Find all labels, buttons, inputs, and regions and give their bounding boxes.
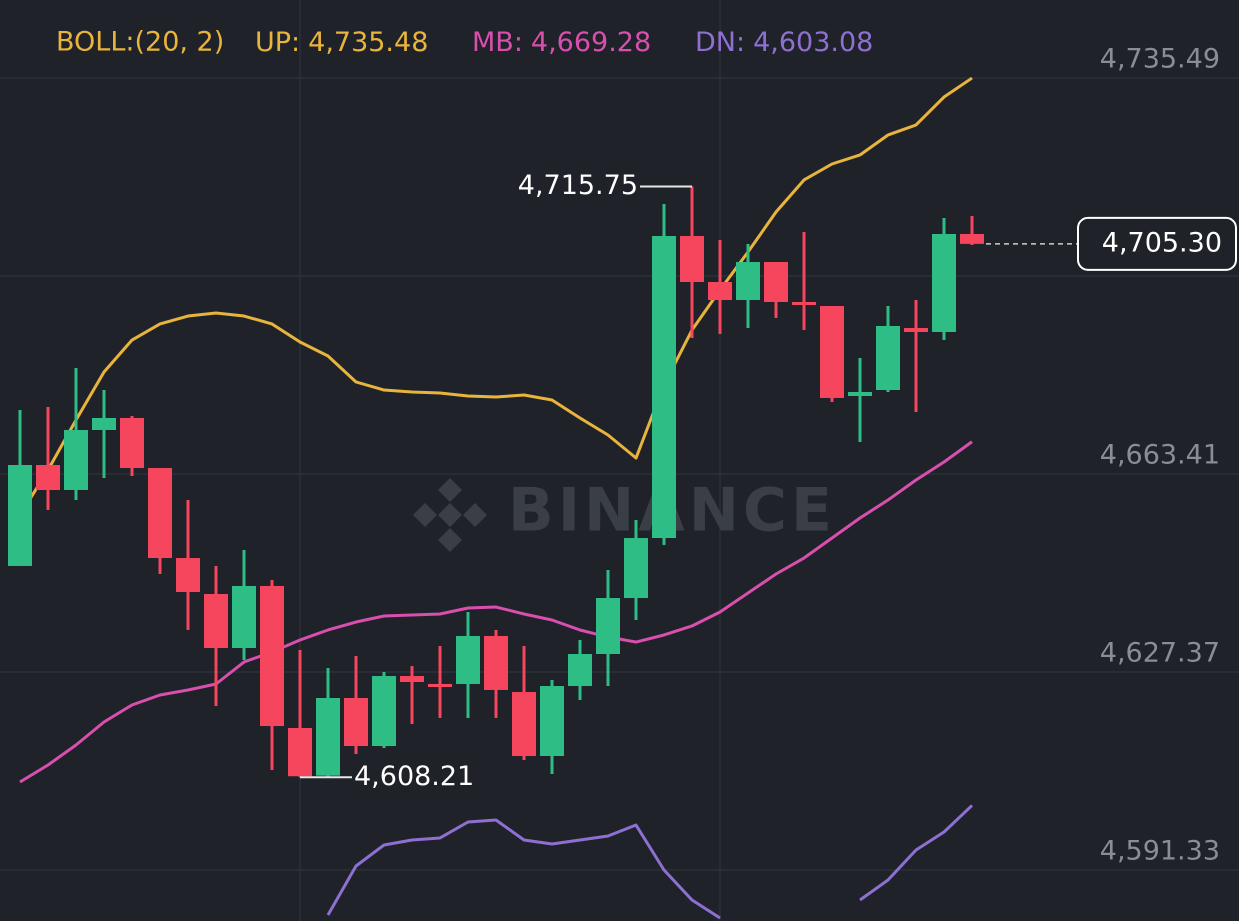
candle-body — [148, 468, 172, 559]
candle-body — [176, 558, 200, 593]
candle-body — [344, 698, 368, 747]
candle-body — [708, 282, 732, 301]
legend-entry: UP: 4,735.48 — [255, 27, 428, 58]
candle-body — [764, 262, 788, 303]
candle-body — [624, 538, 648, 599]
plot-area — [8, 76, 984, 920]
legend-name: MB: — [472, 27, 523, 58]
candle-body — [64, 430, 88, 491]
band-line — [326, 804, 974, 920]
legend-name: DN: — [695, 27, 745, 58]
low-label: 4,608.21 — [354, 761, 474, 792]
price-box — [1077, 216, 1237, 271]
candle-body — [316, 698, 340, 776]
legend-value: 4,735.48 — [308, 27, 428, 58]
candle-body — [400, 676, 424, 683]
candle-body — [680, 236, 704, 283]
watermark-logo — [413, 478, 487, 552]
grid: 4,735.494,699.454,663.414,627.374,591.33 — [0, 44, 1239, 871]
candle-body — [960, 233, 984, 244]
candle-body — [736, 262, 760, 301]
candle-body — [120, 417, 144, 469]
candle-body — [820, 306, 844, 398]
candle-body — [596, 598, 620, 654]
candle-body — [848, 391, 872, 397]
candle-body — [792, 302, 816, 306]
legend-name: UP: — [255, 27, 300, 58]
candle-body — [540, 686, 564, 757]
legend-entry: DN: 4,603.08 — [695, 27, 873, 58]
candle-body — [372, 676, 396, 747]
y-tick-label: 4,663.41 — [1100, 440, 1220, 471]
candle-body — [428, 683, 452, 687]
candle-body — [568, 653, 592, 687]
candle-body — [8, 465, 32, 566]
candle-body — [652, 236, 676, 539]
legend-value: 4,669.28 — [531, 27, 651, 58]
price-label: 4,705.30 — [1102, 227, 1222, 258]
candle-body — [876, 326, 900, 391]
candle-body — [288, 727, 312, 777]
candle-body — [484, 635, 508, 690]
candle-body — [204, 594, 228, 649]
candle-body — [512, 692, 536, 757]
y-tick-label: 4,591.33 — [1100, 836, 1220, 867]
candle-body — [932, 233, 956, 332]
candle-body — [456, 635, 480, 684]
legend: BOLL:(20, 2) UP: 4,735.48 MB: 4,669.28 DN: 4,… — [56, 27, 873, 58]
y-tick-label: 4,735.49 — [1100, 44, 1220, 75]
band-line — [19, 440, 973, 784]
candle-body — [92, 417, 116, 431]
indicator-label: BOLL:(20, 2) — [56, 27, 224, 58]
candle-body — [232, 585, 256, 649]
band-line — [18, 76, 973, 516]
annotations: 4,715.75 4,608.21 4,705.30 — [300, 170, 1237, 792]
high-label: 4,715.75 — [518, 170, 638, 201]
y-tick-label: 4,627.37 — [1100, 638, 1220, 669]
candle-body — [904, 327, 928, 332]
candle-body — [260, 585, 284, 727]
legend-value: 4,603.08 — [753, 27, 873, 58]
legend-entry: MB: 4,669.28 — [472, 27, 651, 58]
candle-body — [36, 465, 60, 491]
